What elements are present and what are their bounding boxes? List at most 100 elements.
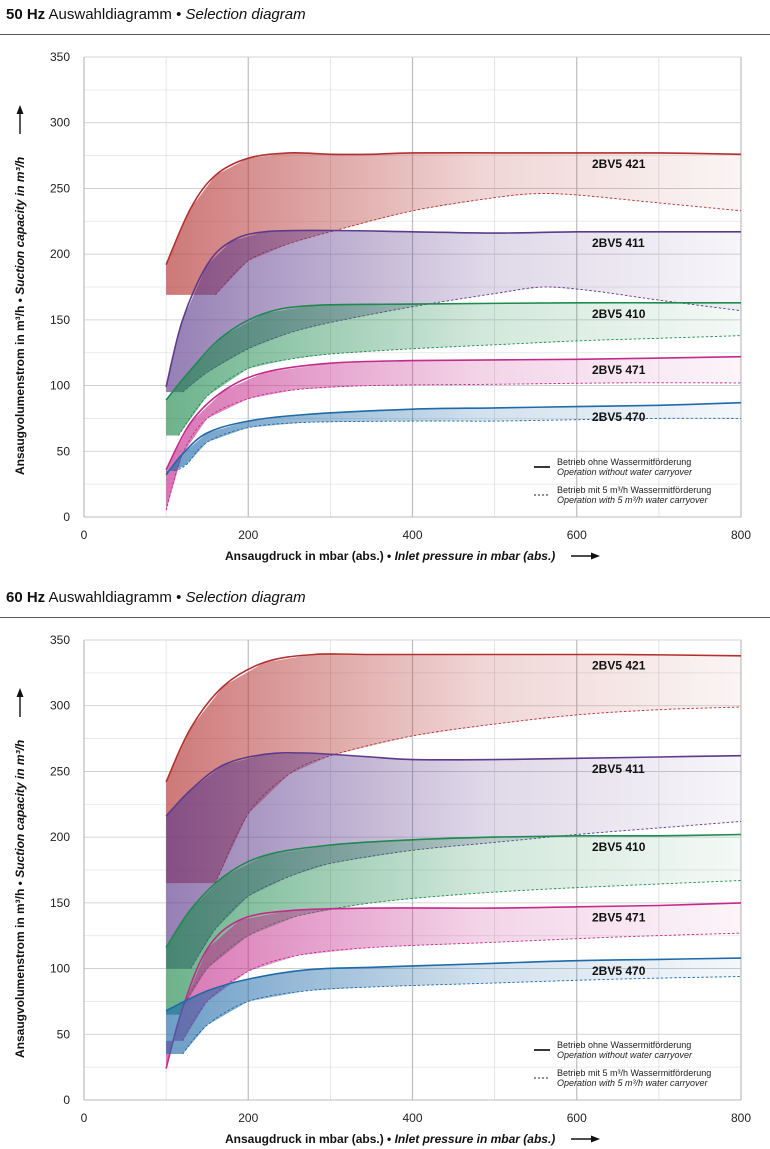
curve-with-water	[174, 417, 742, 472]
band-fill	[166, 753, 742, 969]
x-tick-label: 400	[402, 528, 422, 542]
x-axis-label-sep: •	[387, 1132, 395, 1146]
x-axis-arrowhead	[591, 1135, 600, 1143]
legend: Betrieb ohne Wassermitförderung Operation…	[534, 1040, 711, 1088]
legend-label: Betrieb ohne Wassermitförderung	[557, 1040, 691, 1050]
band-fill	[166, 230, 742, 393]
series-2bv5-470: 2BV5 470	[165, 401, 742, 476]
y-tick-label: 0	[63, 510, 70, 524]
curve-without-water	[165, 401, 742, 476]
band-fill	[166, 356, 742, 511]
y-axis-label-sep: •	[13, 295, 27, 303]
y-tick-label: 300	[50, 116, 70, 130]
title-main: Auswahldiagramm	[48, 6, 172, 23]
title-divider	[0, 617, 770, 618]
y-axis-label: Ansaugvolumenstrom in m³/h • Suction cap…	[13, 740, 27, 1058]
series-label: 2BV5 411	[592, 236, 645, 250]
series-label: 2BV5 421	[592, 157, 646, 171]
y-axis-arrowhead	[16, 688, 24, 697]
y-axis-label-en: Suction capacity in m³/h	[13, 740, 27, 878]
legend-label: Betrieb mit 5 m³/h Wassermitförderung	[557, 485, 711, 495]
series-2bv5-470: 2BV5 470	[165, 957, 742, 1055]
y-axis-arrowhead	[16, 105, 24, 114]
series-label: 2BV5 470	[592, 410, 646, 424]
x-tick-label: 600	[567, 1111, 587, 1125]
y-tick-label: 100	[50, 962, 70, 976]
chart-title: 50 Hz Auswahldiagramm • Selection diagra…	[6, 6, 306, 23]
curve-without-water	[165, 229, 741, 388]
chart-title: 60 Hz Auswahldiagramm • Selection diagra…	[6, 589, 306, 606]
x-tick-label: 400	[402, 1111, 422, 1125]
curve-without-water	[165, 151, 742, 266]
chart-panel-50hz: 50 Hz Auswahldiagramm • Selection diagra…	[0, 6, 770, 563]
y-tick-label: 50	[57, 1027, 71, 1041]
y-tick-label: 0	[63, 1093, 70, 1107]
title-english: Selection diagram	[185, 589, 306, 606]
y-tick-label: 150	[50, 896, 70, 910]
x-tick-label: 200	[238, 1111, 258, 1125]
title-main: Auswahldiagramm	[48, 589, 172, 606]
series-label: 2BV5 411	[592, 762, 645, 776]
x-tick-label: 800	[731, 1111, 751, 1125]
y-axis-label: Ansaugvolumenstrom in m³/h • Suction cap…	[13, 157, 27, 475]
x-tick-label: 0	[81, 528, 88, 542]
legend-label-english: Operation without water carryover	[557, 467, 693, 477]
curve-without-water	[165, 902, 742, 1069]
curve-without-water	[165, 355, 742, 471]
title-separator: •	[176, 589, 182, 606]
curve-with-water	[190, 820, 742, 969]
series-2bv5-410: 2BV5 410	[165, 301, 742, 436]
y-tick-label: 350	[50, 633, 70, 647]
y-tick-label: 100	[50, 379, 70, 393]
y-axis-label-en: Suction capacity in m³/h	[13, 157, 27, 295]
legend-label: Betrieb ohne Wassermitförderung	[557, 457, 691, 467]
title-separator: •	[176, 6, 182, 23]
y-tick-label: 350	[50, 50, 70, 64]
band-fill	[166, 402, 742, 475]
x-tick-label: 600	[567, 528, 587, 542]
x-axis-label-sep: •	[387, 549, 395, 563]
band-fill	[166, 152, 742, 295]
y-tick-label: 300	[50, 699, 70, 713]
title-frequency: 60 Hz	[6, 589, 46, 606]
selection-chart-50hz: 0 50 100 150 200 250 300 350 0 200 400 600 800 2BV5 4…	[13, 50, 751, 563]
series-label: 2BV5 421	[592, 658, 646, 672]
legend-label-english: Operation with 5 m³/h water carryover	[557, 495, 709, 505]
band-fill	[166, 302, 742, 436]
x-axis-label-en: Inlet pressure in mbar (abs.)	[395, 1132, 556, 1146]
legend-label: Betrieb mit 5 m³/h Wassermitförderung	[557, 1068, 711, 1078]
band-fill	[166, 654, 742, 884]
curve-without-water	[165, 751, 742, 817]
series-2bv5-471: 2BV5 471	[165, 355, 742, 511]
x-axis-label-de: Ansaugdruck in mbar (abs.)	[225, 549, 387, 563]
x-axis-label-en: Inlet pressure in mbar (abs.)	[395, 549, 556, 563]
y-axis-label-de: Ansaugvolumenstrom in m³/h	[13, 302, 27, 475]
x-tick-label: 200	[238, 528, 258, 542]
legend-label-english: Operation with 5 m³/h water carryover	[557, 1078, 709, 1088]
y-tick-label: 50	[57, 444, 71, 458]
series-label: 2BV5 410	[592, 840, 646, 854]
chart-panel-60hz: 60 Hz Auswahldiagramm • Selection diagra…	[0, 583, 770, 1149]
curve-without-water	[165, 957, 742, 1012]
y-tick-label: 200	[50, 247, 70, 261]
y-axis-label-de: Ansaugvolumenstrom in m³/h	[13, 885, 27, 1058]
title-divider	[0, 34, 770, 35]
y-tick-label: 200	[50, 830, 70, 844]
y-tick-label: 250	[50, 181, 70, 195]
y-tick-label: 250	[50, 764, 70, 778]
x-axis-label: Ansaugdruck in mbar (abs.) • Inlet press…	[225, 549, 555, 563]
legend: Betrieb ohne WassermitförderungOperation…	[534, 457, 711, 505]
series-label: 2BV5 471	[592, 363, 646, 377]
curve-without-water	[165, 833, 742, 948]
y-axis-label-sep: •	[13, 878, 27, 886]
series-2bv5-411: 2BV5 411	[165, 751, 742, 969]
curve-with-water	[182, 976, 742, 1055]
selection-chart-60hz: 0 50 100 150 200 250 300 350 0 200 400 600 800 2BV5 4…	[13, 633, 751, 1146]
curve-without-water	[165, 301, 741, 401]
band-fill	[166, 958, 742, 1054]
band-fill	[166, 834, 742, 1015]
x-axis-label: Ansaugdruck in mbar (abs.) • Inlet press…	[225, 1132, 555, 1146]
series-label: 2BV5 471	[592, 910, 646, 924]
y-tick-label: 150	[50, 313, 70, 327]
title-english: Selection diagram	[185, 6, 306, 23]
